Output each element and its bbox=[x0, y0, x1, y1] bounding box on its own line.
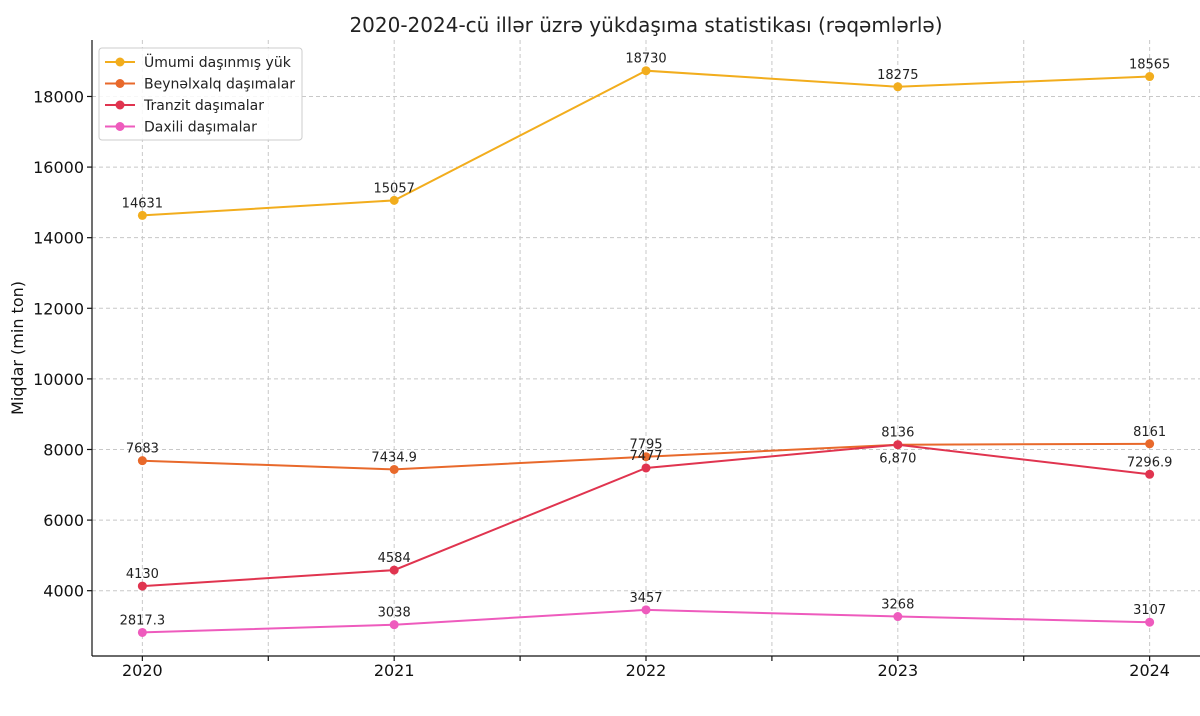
data-label: 3038 bbox=[378, 606, 411, 621]
data-label: 8161 bbox=[1133, 425, 1166, 440]
y-tick-label: 12000 bbox=[33, 299, 84, 318]
data-point bbox=[137, 627, 147, 637]
data-label: 7434.9 bbox=[371, 450, 417, 465]
data-label: 4584 bbox=[378, 551, 411, 566]
data-point bbox=[1145, 617, 1155, 627]
legend-swatch-marker bbox=[115, 122, 125, 131]
data-label: 3457 bbox=[629, 591, 662, 606]
data-label: 3268 bbox=[881, 598, 914, 613]
data-point bbox=[1145, 469, 1155, 479]
x-tick-label: 2023 bbox=[877, 661, 918, 680]
y-tick-label: 4000 bbox=[43, 582, 84, 601]
data-label: 8136 bbox=[881, 426, 914, 441]
y-tick-label: 10000 bbox=[33, 370, 84, 389]
data-point bbox=[641, 66, 651, 76]
series-1 bbox=[137, 66, 1155, 220]
x-tick-label: 2022 bbox=[626, 661, 667, 680]
y-tick-label: 16000 bbox=[33, 158, 84, 177]
series-layer bbox=[137, 66, 1155, 637]
data-point bbox=[389, 620, 399, 630]
y-tick-label: 18000 bbox=[33, 87, 84, 106]
series-3 bbox=[137, 440, 1155, 591]
data-point bbox=[1145, 72, 1155, 82]
data-point bbox=[641, 463, 651, 473]
chart-title: 2020-2024-cü illər üzrə yükdaşıma statis… bbox=[349, 13, 942, 37]
data-label: 7683 bbox=[126, 442, 159, 457]
data-label: 15057 bbox=[374, 181, 415, 196]
legend-swatch-marker bbox=[115, 57, 125, 67]
y-tick-label: 14000 bbox=[33, 229, 84, 248]
data-point bbox=[389, 195, 399, 205]
data-point bbox=[893, 440, 903, 450]
legend-label: Beynəlxalq daşımalar bbox=[144, 77, 295, 93]
data-point bbox=[641, 605, 651, 615]
legend-box bbox=[98, 47, 303, 141]
legend-swatch-marker bbox=[115, 79, 125, 88]
data-label: 7477 bbox=[629, 449, 662, 464]
data-point bbox=[641, 452, 651, 462]
legend-label: Daxili daşımalar bbox=[144, 120, 257, 136]
y-tick-label: 8000 bbox=[43, 440, 84, 459]
legend: Ümumi daşınmış yük Beynəlxalq daşımalar Tr… bbox=[98, 47, 303, 141]
data-label: 3107 bbox=[1133, 603, 1166, 618]
data-label: 18275 bbox=[877, 68, 918, 83]
y-axis-label: Miqdar (min ton) bbox=[8, 281, 27, 415]
data-label: 6,870 bbox=[879, 452, 916, 467]
data-point bbox=[137, 456, 147, 466]
legend-item-3: Tranzit daşımalar bbox=[105, 98, 264, 114]
legend-item-1: Ümumi daşınmış yük bbox=[105, 53, 292, 71]
data-label: 4130 bbox=[126, 567, 159, 582]
data-label: 7296.9 bbox=[1127, 455, 1173, 470]
data-point bbox=[137, 210, 147, 220]
legend-item-2: Beynəlxalq daşımalar bbox=[105, 77, 295, 93]
data-point bbox=[389, 464, 399, 474]
axes: 4000 6000 8000 10000 12000 14000 16000 18000 202… bbox=[33, 40, 1200, 680]
x-tick-label: 2020 bbox=[122, 661, 163, 680]
data-label: 14631 bbox=[122, 196, 163, 211]
legend-label: Ümumi daşınmış yük bbox=[144, 53, 292, 71]
legend-item-4: Daxili daşımalar bbox=[105, 120, 257, 136]
data-point bbox=[137, 581, 147, 591]
series-4 bbox=[137, 605, 1155, 637]
data-label: 7795 bbox=[629, 438, 662, 453]
data-point bbox=[389, 565, 399, 575]
x-tick-label: 2024 bbox=[1129, 661, 1170, 680]
data-label: 18730 bbox=[625, 52, 666, 67]
data-label: 18565 bbox=[1129, 58, 1170, 73]
x-tick-label: 2021 bbox=[374, 661, 415, 680]
legend-swatch-marker bbox=[115, 100, 125, 110]
data-point bbox=[893, 612, 903, 622]
data-label: 2817.3 bbox=[120, 613, 166, 628]
legend-label: Tranzit daşımalar bbox=[143, 98, 264, 114]
y-tick-label: 6000 bbox=[43, 511, 84, 530]
data-labels: 14631 15057 18730 18275 18565 7683 7434.9 7795 8… bbox=[120, 52, 1173, 629]
data-point bbox=[893, 82, 903, 92]
data-point bbox=[1145, 439, 1155, 449]
grid-lines bbox=[92, 40, 1200, 656]
